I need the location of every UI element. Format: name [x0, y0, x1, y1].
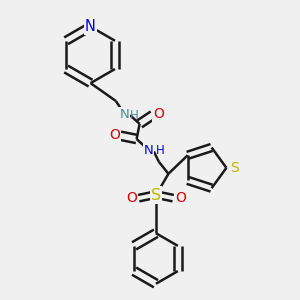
Text: N: N	[85, 19, 96, 34]
Text: H: H	[155, 144, 164, 158]
Text: H: H	[130, 109, 139, 122]
Text: O: O	[154, 107, 164, 121]
Text: S: S	[151, 188, 161, 203]
Text: O: O	[175, 191, 186, 205]
Text: O: O	[109, 128, 120, 142]
Text: N: N	[119, 108, 129, 121]
Text: O: O	[126, 191, 137, 205]
Text: N: N	[144, 143, 153, 157]
Text: S: S	[230, 161, 239, 175]
